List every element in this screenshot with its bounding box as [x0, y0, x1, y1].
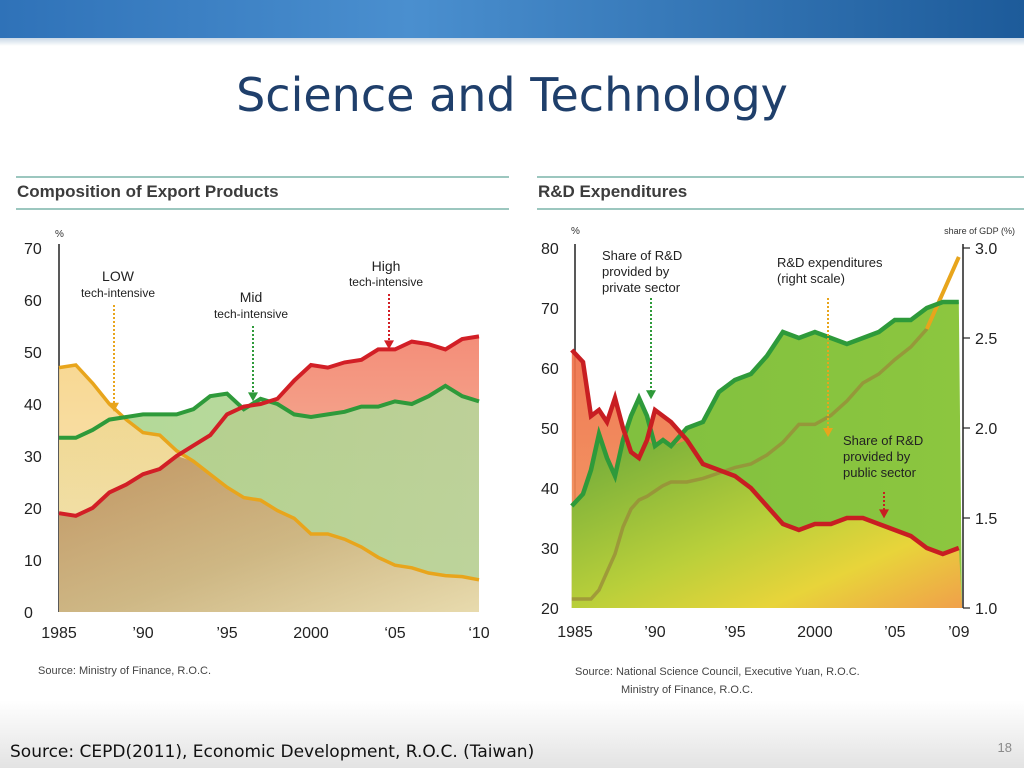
high-annotation-sub: tech-intensive	[349, 275, 423, 289]
rd-expenditure-line	[571, 256, 961, 601]
y-axis-unit: %	[55, 229, 64, 240]
y-tick-label: 60	[541, 361, 559, 378]
public-annotation: public sector	[843, 465, 917, 480]
high-arrow-head	[384, 340, 394, 350]
y-tick-label: 60	[24, 293, 42, 310]
private-annotation: Share of R&D	[602, 248, 682, 263]
y-tick-label: 50	[24, 345, 42, 362]
x-tick-label: ’95	[216, 625, 237, 642]
y-tick-label: 10	[24, 553, 42, 570]
y-tick-label: 80	[541, 241, 559, 258]
slide-source-note: Source: CEPD(2011), Economic Development…	[10, 742, 535, 762]
panel-title-rule	[537, 208, 1024, 210]
rd-annotation: R&D expenditures	[777, 255, 883, 270]
low-arrow-head	[109, 402, 119, 412]
low-tech-line	[58, 363, 480, 582]
panel-title-rule	[16, 208, 509, 210]
y2-tick-label: 3.0	[975, 241, 997, 258]
rd-expenditure-line-end	[924, 256, 961, 330]
export-composition-panel: Composition of Export Products % 0 10 20 30…	[16, 174, 509, 699]
y-tick-label: 40	[24, 397, 42, 414]
y2-tick-label: 2.0	[975, 421, 997, 438]
low-annotation-sub: tech-intensive	[81, 286, 155, 300]
y-axis-unit: %	[571, 226, 580, 237]
x-tick-label: ’95	[724, 624, 745, 641]
private-annotation: private sector	[602, 280, 681, 295]
rd-arrow-head	[823, 428, 833, 437]
mid-annotation-sub: tech-intensive	[214, 307, 288, 321]
header-shadow	[0, 38, 1024, 46]
y-tick-label: 70	[541, 301, 559, 318]
y2-axis-unit: share of GDP (%)	[944, 226, 1015, 236]
rd-expenditures-panel: R&D Expenditures % share of GDP (%) 20 30…	[537, 174, 1024, 699]
public-arrow-head	[879, 509, 889, 519]
overlap-area	[571, 434, 962, 608]
export-source: Source: Ministry of Finance, R.O.C.	[38, 665, 211, 677]
low-annotation-title: LOW	[102, 268, 135, 284]
private-annotation: provided by	[602, 264, 670, 279]
export-chart-title: Composition of Export Products	[17, 182, 279, 201]
high-tech-line	[58, 334, 480, 518]
private-arrow-head	[646, 390, 656, 400]
header-bar	[0, 0, 1024, 38]
x-tick-label: ’05	[884, 624, 905, 641]
y-tick-label: 70	[24, 241, 42, 258]
panel-top-rule	[16, 176, 509, 178]
x-tick-label: 2000	[797, 624, 833, 641]
mid-annotation-title: Mid	[240, 289, 263, 305]
y-tick-label: 30	[541, 541, 559, 558]
x-tick-label: ‘10	[468, 625, 489, 642]
private-share-line	[570, 299, 959, 508]
export-composition-chart: % 0 10 20 30 40 50 60 70 1985 ’90 ’95 2000 ‘05 ‘10 LO…	[24, 229, 490, 677]
rd-annotation: (right scale)	[777, 271, 845, 286]
slide-title: Science and Technology	[236, 68, 788, 122]
x-tick-label: ’90	[132, 625, 153, 642]
rd-source-line-1: Source: National Science Council, Execut…	[575, 666, 860, 678]
y-tick-label: 0	[24, 605, 33, 622]
x-tick-label: 1985	[557, 624, 593, 641]
x-tick-label: ’09	[948, 624, 969, 641]
y-tick-label: 30	[24, 449, 42, 466]
y-tick-label: 50	[541, 421, 559, 438]
x-tick-label: ‘05	[384, 625, 405, 642]
y-tick-label: 20	[541, 601, 559, 618]
public-annotation: provided by	[843, 449, 911, 464]
page-number: 18	[997, 740, 1012, 755]
x-tick-label: ’90	[644, 624, 665, 641]
x-tick-label: 2000	[293, 625, 329, 642]
x-tick-label: 1985	[41, 625, 77, 642]
y2-tick-label: 1.5	[975, 511, 997, 528]
y-tick-label: 40	[541, 481, 559, 498]
footer-band	[0, 700, 1024, 768]
public-share-line	[570, 348, 960, 557]
public-annotation: Share of R&D	[843, 433, 923, 448]
rd-expenditures-chart: % share of GDP (%) 20 30 40 50 60 70 80 1.0 1.5 2…	[541, 226, 1015, 696]
rd-chart-title: R&D Expenditures	[538, 182, 688, 201]
high-annotation-title: High	[372, 258, 401, 274]
overlap-area	[59, 456, 479, 612]
y2-tick-label: 2.5	[975, 331, 997, 348]
mid-arrow-head	[248, 392, 258, 402]
y-tick-label: 20	[24, 501, 42, 518]
y2-tick-label: 1.0	[975, 601, 997, 618]
rd-source-line-2: Ministry of Finance, R.O.C.	[621, 684, 753, 696]
panel-top-rule	[537, 176, 1024, 178]
